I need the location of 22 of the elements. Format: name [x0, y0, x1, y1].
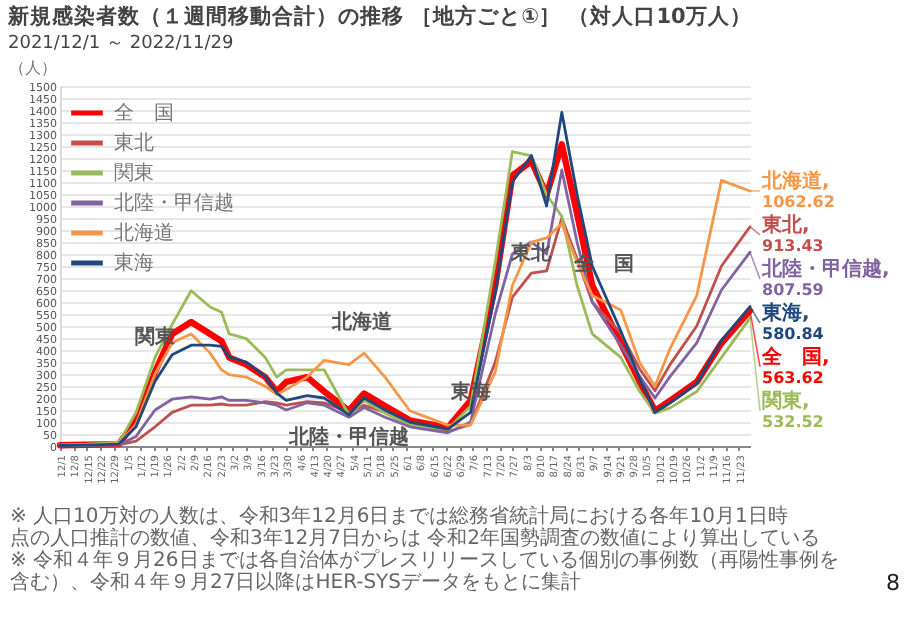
legend-label: 東北	[114, 131, 154, 155]
data-label: 東北, 913.43	[760, 212, 824, 255]
data-label: 全 国, 563.62	[760, 344, 830, 387]
y-axis-title: （人）	[9, 59, 57, 77]
legend-label: 関東	[114, 161, 154, 185]
text: ※ 人口10万対の人数は、令和3年12月6日までは総務省統計局における各年10月1日時点の人口推計の数値、令和3年12月7日からは 令和2年国勢調査の数値により算出している	[10, 504, 820, 550]
data-label: 関東, 532.52	[762, 388, 824, 431]
legend-label: 北海道	[114, 221, 174, 245]
legend-label: 東海	[114, 251, 154, 275]
text: 8	[886, 570, 900, 596]
data-label: 北海道, 1062.62	[760, 168, 835, 211]
legend-label: 北陸・甲信越	[114, 191, 234, 215]
annotation: 関東	[135, 325, 178, 350]
chart-title: 新規感染者数（１週間移動合計）の推移 ［地方ごと①］ （対人口10万人）	[6, 3, 752, 29]
annotation: 北海道	[330, 309, 395, 334]
annotation: 北陸・甲信越	[286, 425, 409, 450]
text: ※ 令和４年９月26日までは各自治体がプレスリリースしている個別の事例数（再陽性事例を含む）、令和４年９月27日以降はHER-SYSデータをもとに集計	[10, 548, 839, 594]
data-label: 東海, 580.84	[760, 300, 825, 343]
chart-subtitle: 2021/12/1 ～ 2022/11/29	[8, 34, 235, 54]
legend-label: 全 国	[114, 101, 174, 125]
annotation: 全 国	[571, 252, 634, 276]
data-label: 北陸・甲信越, 807.59	[760, 256, 890, 299]
